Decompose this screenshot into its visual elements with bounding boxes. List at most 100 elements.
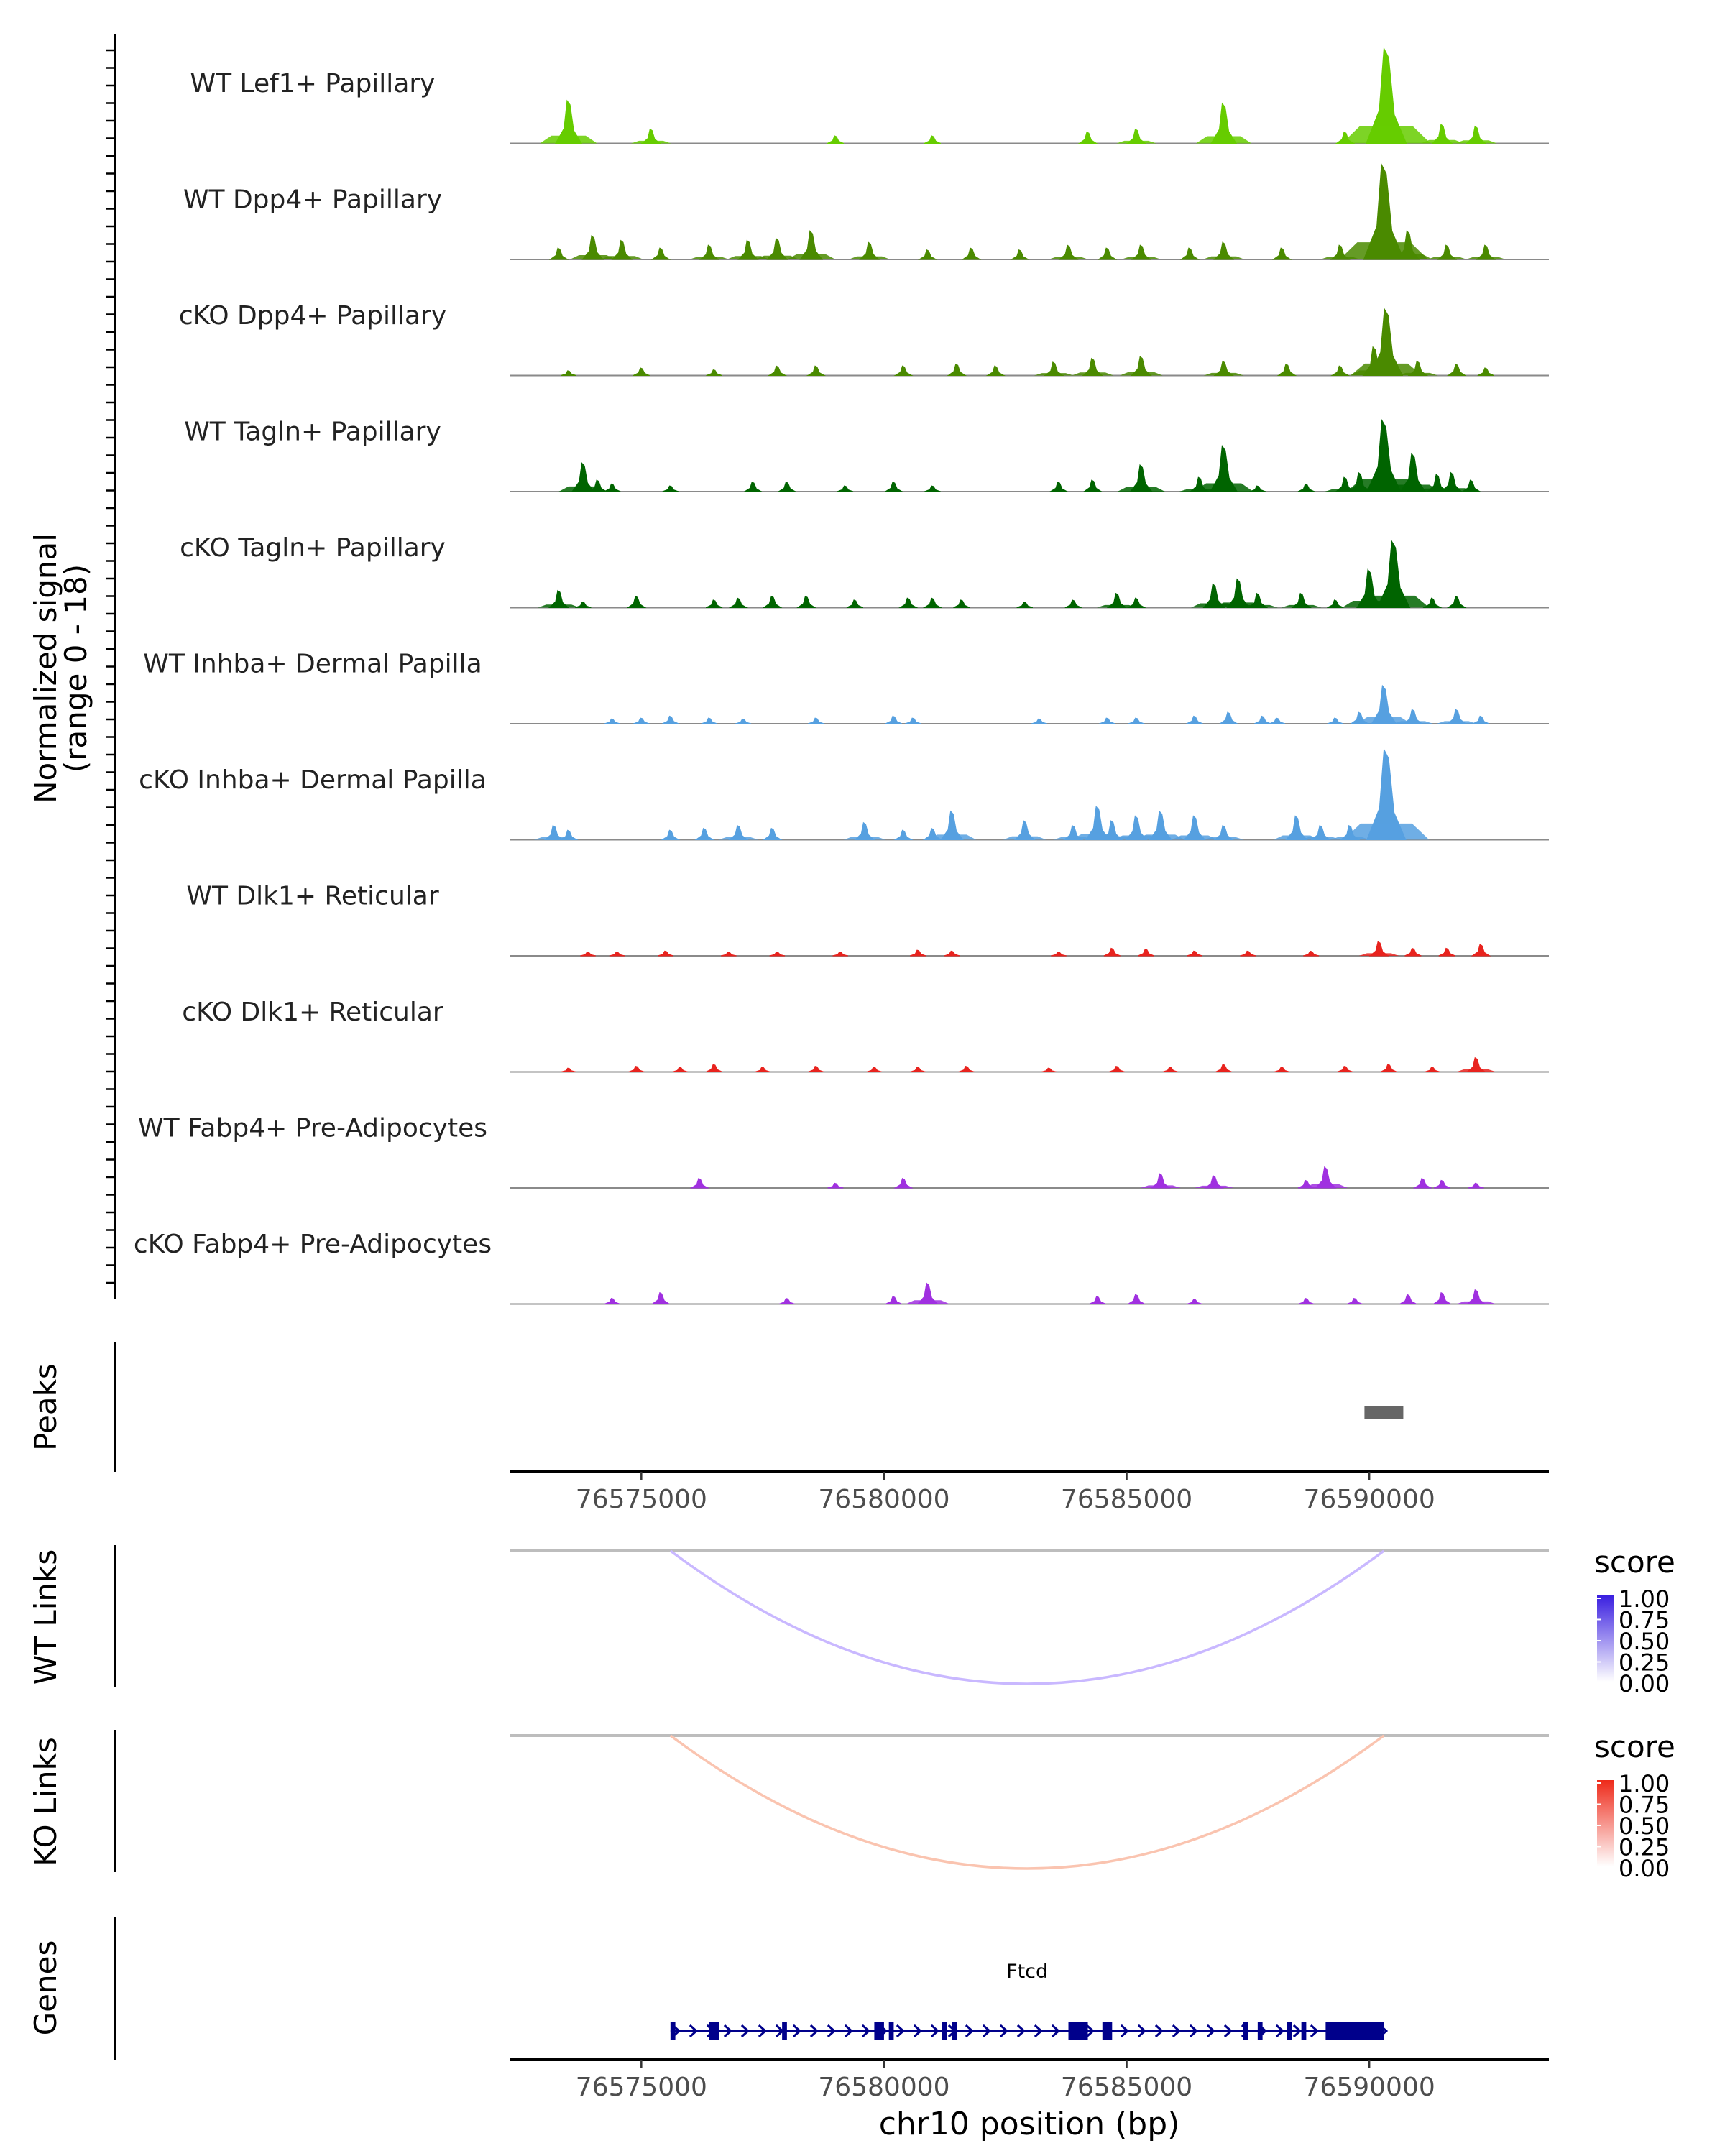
coverage-peak: [721, 952, 737, 957]
coverage-peak: [1461, 479, 1481, 492]
coverage-peak: [832, 952, 849, 957]
track-wt-lef1-papillary: WT Lef1+ Papillary: [190, 47, 1549, 144]
coverage-peak: [1269, 717, 1286, 724]
coverage-peak: [728, 597, 749, 608]
strand-arrow: [1154, 2024, 1164, 2038]
coverage-peak: [1422, 597, 1443, 608]
coverage-peak: [1089, 1296, 1106, 1304]
coverage-peak: [1138, 949, 1155, 957]
track-wt-fabp4-pre-adipocytes: WT Fabp4+ Pre-Adipocytes: [138, 1114, 1549, 1189]
coverage-peak: [827, 135, 845, 144]
coverage-peak: [924, 485, 941, 492]
coverage-peak: [1346, 1297, 1363, 1304]
signal-axis-label-line2: (range 0 - 18): [58, 564, 93, 773]
strand-arrow: [1310, 2024, 1320, 2038]
gene-exon: [1068, 2022, 1088, 2040]
coverage-peak: [1128, 717, 1145, 724]
track-label: WT Lef1+ Papillary: [190, 69, 436, 98]
track-wt-inhba-dermal-papilla: WT Inhba+ Dermal Papilla: [143, 650, 1549, 724]
coverage-peak: [762, 827, 783, 840]
coverage-shoulder: [538, 604, 580, 608]
coverage-shoulder: [1140, 1185, 1181, 1188]
coverage-peak: [1187, 950, 1203, 957]
coverage-shoulder: [1048, 257, 1089, 259]
coverage-shoulder: [1194, 1185, 1234, 1188]
coverage-shoulder: [1436, 721, 1477, 724]
coverage-shoulder: [1356, 717, 1412, 724]
strand-arrow: [1223, 2024, 1233, 2038]
gene-model: Ftcd: [670, 1961, 1389, 2040]
track-cko-dlk1-reticular: cKO Dlk1+ Reticular: [182, 998, 1549, 1073]
coverage-shoulder: [1281, 604, 1322, 608]
strand-arrow: [1120, 2024, 1130, 2038]
coverage-peak: [561, 1067, 576, 1072]
coverage-shoulder: [786, 254, 836, 259]
strand-arrow: [827, 2024, 837, 2038]
coverage-shoulder: [1358, 595, 1430, 608]
coverage-peak: [767, 365, 788, 376]
x-tick-label: 76585000: [1061, 2073, 1192, 2102]
coverage-shoulder: [630, 140, 671, 144]
coverage-peak: [909, 949, 926, 957]
track-cko-inhba-dermal-papilla: cKO Inhba+ Dermal Papilla: [139, 747, 1549, 841]
gene-name: Ftcd: [1006, 1961, 1048, 1983]
coverage-peak: [1303, 950, 1320, 957]
coverage-peak: [604, 1297, 621, 1304]
coverage-peak: [1016, 601, 1033, 608]
coverage-shoulder: [1034, 373, 1074, 376]
coverage-peak: [898, 597, 919, 608]
genes-track-label: Genes: [28, 1940, 63, 2036]
coverage-shoulder: [755, 255, 800, 259]
coverage-peak: [883, 482, 904, 492]
coverage-shoulder: [1097, 604, 1137, 608]
strand-arrow: [1016, 2024, 1026, 2038]
coverage-shoulder: [718, 837, 759, 840]
coverage-shoulder: [1202, 256, 1245, 259]
link-arc: [669, 1549, 1385, 1685]
strand-arrow: [689, 2024, 699, 2038]
coverage-peak: [806, 365, 827, 376]
link-track-ko-links: KO Links score 1.000.750.500.250.00: [28, 1729, 1675, 1882]
coverage-peak: [580, 952, 596, 957]
strand-arrow: [844, 2024, 854, 2038]
strand-arrow: [1189, 2024, 1199, 2038]
coverage-peak: [1126, 1294, 1146, 1304]
coverage-shoulder: [1195, 136, 1252, 144]
strand-arrow: [930, 2024, 940, 2038]
legend-tick-label: 1.00: [1619, 1585, 1670, 1613]
coverage-peak: [1049, 482, 1069, 492]
x-axis-ticks-bottom: 76575000 76580000 76585000 76590000: [576, 2060, 1435, 2102]
strand-arrow: [1206, 2024, 1216, 2038]
coverage-shoulder: [1203, 837, 1244, 840]
coverage-peak: [1103, 947, 1121, 957]
coverage-peak: [701, 717, 718, 724]
coverage-shoulder: [1172, 835, 1218, 840]
coverage-shoulder: [1420, 139, 1464, 144]
coverage-peak: [1179, 247, 1200, 260]
coverage-peak: [632, 367, 650, 376]
coverage-peak: [650, 1291, 671, 1304]
legend-colorbar: [1597, 1780, 1614, 1866]
link-track-label: KO Links: [28, 1737, 63, 1866]
coverage-peak: [694, 827, 714, 840]
track-cko-fabp4-pre-adipocytes: cKO Fabp4+ Pre-Adipocytes: [134, 1230, 1549, 1305]
strand-arrow: [896, 2024, 906, 2038]
coverage-shoulder: [927, 834, 977, 840]
legend-tick-label: 0.75: [1619, 1792, 1670, 1819]
track-wt-tagln-papillary: WT Tagln+ Papillary: [184, 418, 1549, 492]
coverage-peak: [1108, 1065, 1126, 1072]
coverage-shoulder: [689, 257, 730, 259]
coverage-shoulder: [1342, 126, 1431, 144]
coverage-peak: [1297, 483, 1315, 492]
legend-tick-label: 1.00: [1619, 1770, 1670, 1797]
coverage-shoulder: [1203, 372, 1244, 376]
strand-arrow: [1137, 2024, 1147, 2038]
coverage-peak: [944, 950, 960, 957]
coverage-peak: [1249, 485, 1266, 492]
strand-arrow: [809, 2024, 819, 2038]
coverage-peak: [1077, 131, 1098, 144]
coverage-peak: [1298, 1297, 1315, 1304]
gene-exon: [942, 2022, 947, 2040]
coverage-shoulder: [1358, 953, 1399, 956]
